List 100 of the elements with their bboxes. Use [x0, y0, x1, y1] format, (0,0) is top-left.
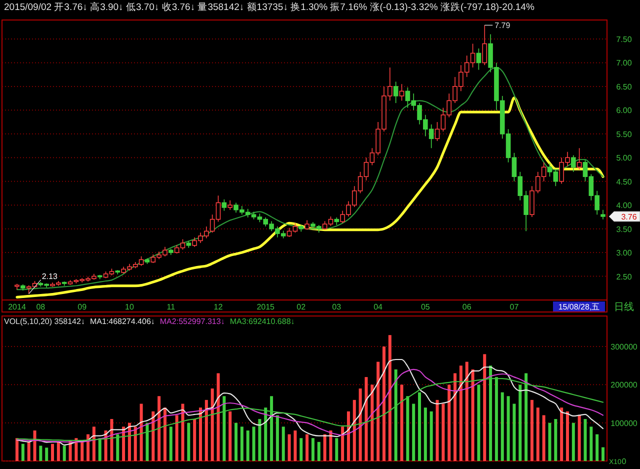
- bar: [204, 400, 208, 461]
- bar: [554, 419, 558, 461]
- bar: [27, 442, 30, 461]
- bar: [352, 400, 356, 461]
- bar: [311, 438, 314, 461]
- bar: [596, 434, 599, 461]
- bar: [98, 438, 102, 461]
- bar: [376, 362, 380, 461]
- y-tick-label: 6.00: [616, 106, 632, 116]
- x-tick-label: 11: [166, 302, 176, 312]
- line-series: [16, 358, 604, 446]
- bar: [56, 442, 60, 461]
- bar: [448, 384, 451, 461]
- bar: [134, 426, 137, 461]
- bar: [276, 415, 279, 461]
- bar: [548, 422, 552, 461]
- bar: [288, 434, 291, 461]
- x-tick-label: 08: [36, 302, 46, 312]
- text: MA1:468274.406↓: [90, 317, 155, 326]
- bar: [323, 434, 326, 461]
- bar: [240, 426, 244, 461]
- y-tick-label: 4.00: [616, 201, 632, 210]
- y-tick-label: 100000: [610, 418, 638, 428]
- text: MA2:552997.313↓: [160, 317, 225, 326]
- candlestick: [222, 198, 227, 212]
- bar: [228, 411, 232, 461]
- bar: [530, 400, 534, 461]
- bar: [21, 444, 24, 461]
- bar: [494, 377, 498, 461]
- bar: [602, 447, 604, 461]
- bar: [122, 426, 126, 461]
- bar: [175, 415, 178, 461]
- line-series: [16, 96, 604, 298]
- bar: [418, 392, 422, 461]
- bar: [33, 430, 36, 461]
- bar: [578, 415, 581, 461]
- bar: [394, 369, 398, 461]
- bar: [572, 422, 575, 461]
- bar: [140, 404, 143, 461]
- bar: [294, 430, 297, 461]
- bar: [471, 369, 474, 461]
- candlestick: [228, 200, 232, 210]
- y-tick-label: 0: [622, 457, 627, 466]
- y-tick-label: 3.50: [616, 224, 632, 234]
- bar: [16, 438, 18, 461]
- annotation: 2.13: [42, 272, 58, 281]
- y-tick-label: 5.50: [616, 130, 632, 139]
- bar: [584, 419, 587, 461]
- y-tick-label: 200000: [610, 380, 638, 390]
- bar: [406, 396, 410, 461]
- y-tick-label: 4.50: [616, 177, 632, 186]
- bar: [566, 411, 569, 461]
- bar: [246, 430, 250, 461]
- bar: [198, 408, 202, 461]
- bar: [216, 373, 220, 461]
- bar: [210, 388, 214, 461]
- bar: [454, 373, 457, 461]
- candlestick: [304, 220, 310, 230]
- bar: [258, 419, 262, 461]
- line-series: [16, 66, 604, 290]
- candlestick: [476, 48, 482, 70]
- bar: [370, 384, 374, 461]
- x-tick-label: 04: [374, 302, 384, 312]
- bar: [524, 373, 528, 461]
- bar: [152, 411, 155, 461]
- bar: [110, 419, 114, 461]
- y-tick-label: 6.50: [616, 82, 632, 92]
- bar: [329, 430, 332, 461]
- bar: [346, 411, 350, 461]
- y-tick-label: 7.50: [616, 34, 632, 44]
- bar: [163, 408, 166, 461]
- bar: [542, 415, 546, 461]
- bar: [489, 366, 492, 461]
- bar: [300, 438, 303, 461]
- bar: [382, 346, 386, 461]
- bar: [270, 396, 274, 461]
- x-tick-label: 09: [78, 302, 88, 312]
- bar: [181, 404, 184, 461]
- bar: [222, 396, 226, 461]
- candlestick: [399, 84, 404, 102]
- x-tick-label: 05: [420, 302, 430, 312]
- x-tick-label: 06: [462, 302, 472, 312]
- candlestick: [571, 154, 576, 172]
- bar: [424, 408, 427, 461]
- bar: [45, 448, 48, 461]
- annotation: VOL(5,10,20) 358142↓: [4, 317, 85, 326]
- bar: [51, 444, 54, 461]
- bar: [518, 384, 522, 461]
- x-tick-label: 07: [510, 302, 520, 312]
- candlestick: [393, 81, 398, 104]
- bar: [116, 434, 120, 461]
- candlestick: [576, 148, 582, 170]
- bar: [306, 434, 309, 461]
- bar: [358, 388, 362, 461]
- y-tick-label: 2.50: [616, 272, 632, 282]
- y-tick-label: 5.00: [616, 154, 632, 163]
- text: 日线: [614, 301, 634, 313]
- bar: [234, 422, 238, 461]
- bar: [39, 446, 42, 461]
- bar: [128, 422, 131, 461]
